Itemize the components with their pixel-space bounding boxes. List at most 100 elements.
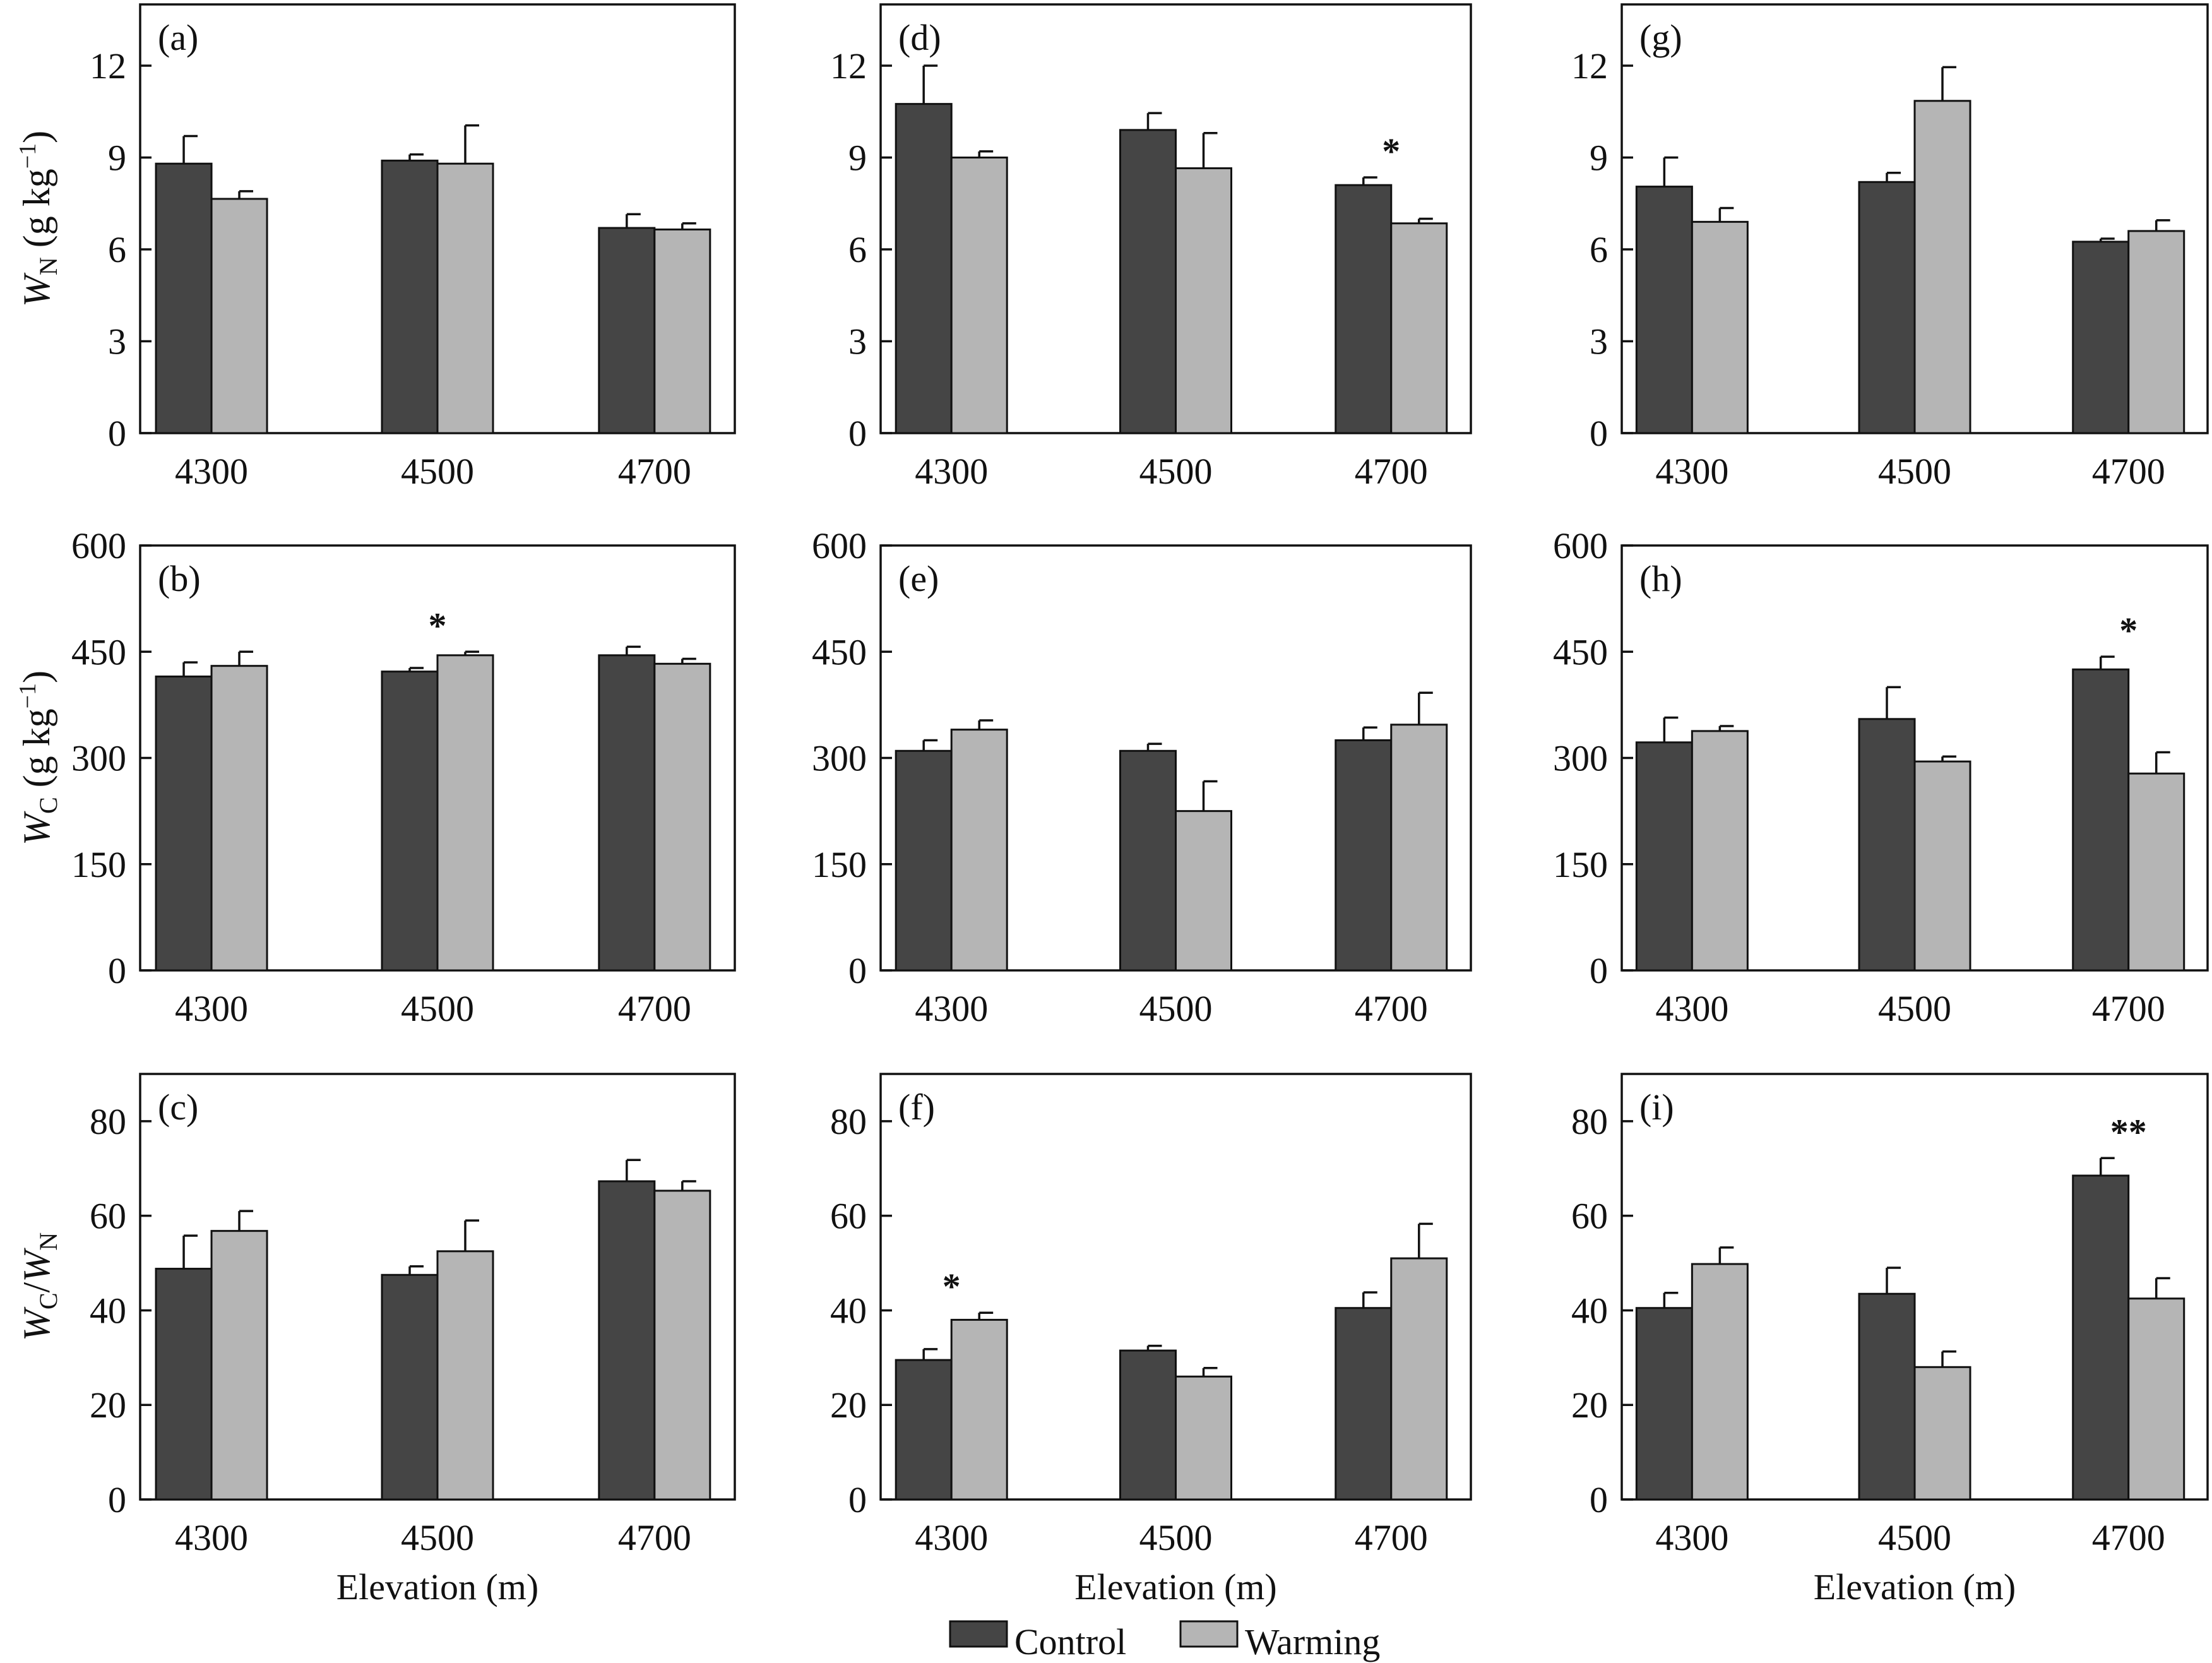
y-tick-label: 6: [1590, 229, 1608, 270]
warming-bar-4500: [1175, 810, 1232, 972]
y-tick-label: 9: [848, 138, 867, 179]
y-tick-label: 9: [1590, 138, 1608, 179]
warming-bar-4300: [950, 157, 1008, 434]
y-tick-label: 9: [108, 138, 126, 179]
x-tick-label: 4500: [401, 451, 474, 492]
warming-bar-4300: [1691, 730, 1749, 972]
warming-bar-4700: [2127, 1297, 2185, 1501]
panel-label: (b): [158, 558, 201, 599]
y-tick-label: 450: [1553, 631, 1608, 672]
chart-panel-h: 0 150 300 450 600 4300 4500 4700 * (h): [1553, 525, 2209, 1029]
y-tick-label: 450: [812, 631, 867, 672]
warming-bar-4700: [653, 1189, 711, 1501]
y-tick-label: 150: [71, 844, 126, 885]
x-tick-label: 4300: [175, 451, 248, 492]
control-bar-4300: [155, 676, 213, 972]
control-bar-4700: [598, 654, 656, 972]
control-bar-4300: [155, 162, 213, 434]
x-axis-label-col-3: Elevation (m): [1814, 1566, 2016, 1607]
y-tick-label: 150: [1553, 844, 1608, 885]
x-tick-label: 4500: [1139, 988, 1213, 1029]
y-tick-label: 0: [848, 413, 867, 454]
x-tick-label: 4300: [175, 1517, 248, 1558]
y-tick-label: 0: [848, 1479, 867, 1520]
panel-label: (d): [898, 17, 941, 58]
y-tick-label: 0: [1590, 950, 1608, 991]
x-tick-label: 4500: [1139, 1517, 1213, 1558]
control-bar-4500: [1858, 181, 1916, 434]
warming-bar-4300: [210, 1230, 268, 1501]
warming-bar-4500: [436, 654, 494, 972]
y-tick-label: 60: [1571, 1196, 1608, 1237]
panel-label: (g): [1639, 17, 1682, 58]
y-tick-label: 0: [1590, 1479, 1608, 1520]
control-bar-4700: [598, 1180, 656, 1501]
y-tick-label: 40: [830, 1290, 867, 1331]
chart-panel-f: 0 20 40 60 80 4300 * 4500 4700 (f): [830, 1073, 1472, 1558]
x-tick-label: 4500: [1878, 988, 1951, 1029]
y-tick-label: 600: [812, 525, 867, 566]
x-axis-label-col-2: Elevation (m): [1074, 1566, 1277, 1607]
x-tick-label: 4500: [1878, 451, 1951, 492]
control-bar-4500: [381, 671, 439, 972]
x-tick-label: 4500: [1139, 451, 1213, 492]
panel-label: (e): [898, 558, 939, 599]
x-tick-label: 4300: [175, 988, 248, 1029]
y-tick-label: 40: [90, 1290, 126, 1331]
y-tick-label: 60: [830, 1196, 867, 1237]
x-tick-label: 4300: [1655, 1517, 1728, 1558]
warming-bar-4700: [1390, 222, 1448, 434]
control-bar-4700: [1335, 1307, 1393, 1501]
warming-bar-4300: [1691, 220, 1749, 434]
y-tick-label: 80: [90, 1101, 126, 1142]
control-bar-4300: [895, 1359, 953, 1501]
warming-bar-4700: [653, 228, 711, 434]
control-bar-4700: [1335, 739, 1393, 972]
x-tick-label: 4300: [915, 451, 988, 492]
warming-bar-4300: [950, 729, 1008, 972]
panel-label: (a): [158, 17, 198, 58]
y-tick-label: 20: [90, 1385, 126, 1426]
y-tick-label: 12: [1571, 45, 1608, 86]
y-tick-label: 3: [1590, 321, 1608, 362]
warming-bar-4500: [1175, 167, 1232, 434]
chart-panel-i: 0 20 40 60 80 4300 4500 4700 ** (i): [1571, 1073, 2209, 1558]
y-tick-label: 6: [108, 229, 126, 270]
x-tick-label: 4700: [618, 1517, 691, 1558]
y-tick-label: 450: [71, 631, 126, 672]
y-tick-label: 0: [108, 950, 126, 991]
x-tick-label: 4700: [2092, 1517, 2165, 1558]
x-tick-label: 4300: [1655, 451, 1728, 492]
control-bar-4700: [2072, 668, 2130, 972]
y-tick-label: 12: [90, 45, 126, 86]
control-bar-4500: [1858, 718, 1916, 972]
control-bar-4700: [2072, 1174, 2130, 1501]
y-tick-label: 20: [1571, 1385, 1608, 1426]
control-bar-4500: [1119, 129, 1177, 434]
warming-bar-4300: [1691, 1263, 1749, 1501]
y-tick-label: 12: [830, 45, 867, 86]
control-bar-4500: [1858, 1292, 1916, 1501]
control-legend-label: Control: [1014, 1621, 1126, 1662]
control-bar-4300: [895, 103, 953, 434]
significance-marker: *: [429, 605, 447, 646]
panel-label: (c): [158, 1087, 198, 1128]
x-tick-label: 4700: [618, 988, 691, 1029]
y-tick-label: 80: [830, 1101, 867, 1142]
chart-panel-b: 0 150 300 450 600 4300 4500 * 4700 (b): [71, 525, 736, 1029]
y-tick-label: 300: [1553, 738, 1608, 779]
y-tick-label: 20: [830, 1385, 867, 1426]
warming-legend-label: Warming: [1245, 1621, 1380, 1662]
panel-label: (f): [898, 1087, 935, 1128]
control-bar-4300: [1635, 741, 1693, 972]
control-bar-4700: [598, 227, 656, 434]
warming-bar-4300: [950, 1318, 1008, 1501]
x-tick-label: 4700: [2092, 988, 2165, 1029]
control-bar-4500: [1119, 749, 1177, 972]
y-tick-label: 600: [71, 525, 126, 566]
y-tick-label: 150: [812, 844, 867, 885]
warming-bar-4300: [210, 198, 268, 434]
y-tick-label: 60: [90, 1196, 126, 1237]
control-bar-4300: [895, 749, 953, 972]
control-bar-4700: [1335, 184, 1393, 434]
